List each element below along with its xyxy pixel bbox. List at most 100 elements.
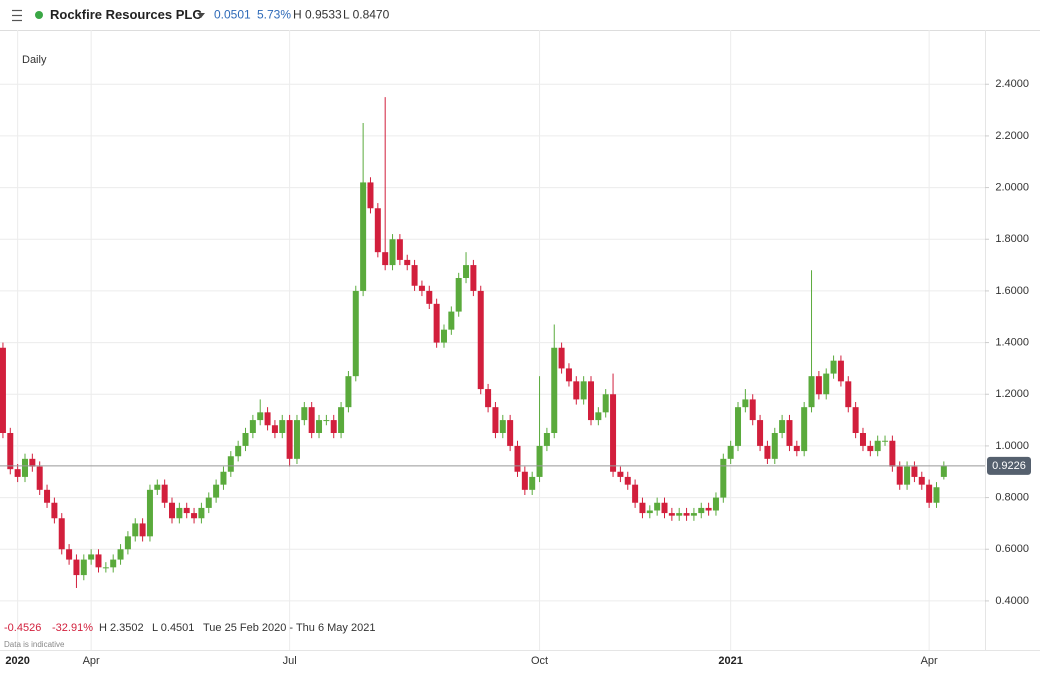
candle-body [764, 445, 771, 459]
dropdown-arrow[interactable] [197, 13, 205, 18]
candle-body [36, 466, 43, 490]
candle-body [610, 394, 617, 472]
candle-body [639, 502, 646, 514]
x-tick-label: 2021 [718, 655, 742, 667]
header-bar [0, 0, 1040, 30]
candle-body [793, 445, 800, 452]
candle-body [690, 513, 697, 516]
candle-body [293, 420, 300, 459]
candle-body [220, 471, 227, 485]
x-tick-label: Apr [83, 655, 100, 667]
x-tick-label: Apr [921, 655, 938, 667]
y-tick-label: 2.4000 [995, 78, 1029, 90]
candle-body [213, 484, 220, 498]
candle-body [551, 347, 558, 433]
candle-body [470, 265, 477, 291]
candle-body [389, 239, 396, 266]
candle-body [169, 502, 176, 519]
candle-body [815, 376, 822, 395]
candle-body [705, 507, 712, 511]
candle-body [918, 476, 925, 485]
candle-body [742, 399, 749, 408]
candle-body [558, 347, 565, 369]
candle-body [418, 285, 425, 291]
candle-body [661, 502, 668, 514]
header-change: 0.0501 [214, 8, 251, 22]
candle-body [316, 420, 323, 433]
candle-body [720, 458, 727, 498]
candle-body [698, 507, 705, 514]
candle-body [66, 549, 73, 560]
candle-body [110, 559, 117, 568]
candle-body [411, 265, 418, 286]
candle-body [396, 239, 403, 260]
candle-body [124, 536, 131, 550]
candle-body [44, 489, 51, 503]
candle-body [183, 507, 190, 514]
candle-body [352, 290, 359, 377]
candle-body [235, 445, 242, 457]
candle-body [595, 412, 602, 421]
candle-body [845, 381, 852, 408]
candle-body [154, 484, 161, 490]
candle-body [933, 487, 940, 503]
candle-body [176, 507, 183, 519]
candle-body [529, 476, 536, 490]
candle-body [786, 420, 793, 446]
candle-body [7, 433, 14, 470]
candle-body [139, 523, 146, 537]
instrument-name[interactable]: Rockfire Resources PLC [50, 7, 202, 22]
candle-body [146, 489, 153, 537]
candle-body [271, 425, 278, 433]
candle-body [565, 368, 572, 382]
candle-body [536, 445, 543, 477]
candle-body [205, 497, 212, 508]
candle-body [904, 466, 911, 485]
candle-body [632, 484, 639, 503]
footer-low: L 0.4501 [152, 622, 194, 634]
candle-body [646, 510, 653, 514]
candle-body [837, 360, 844, 382]
candle-body [88, 554, 95, 560]
header-change-pct: 5.73% [257, 8, 291, 22]
candle-body [21, 458, 28, 477]
candle-body [242, 433, 249, 446]
candle-body [308, 407, 315, 433]
candle-body [132, 523, 139, 537]
y-tick-label: 1.4000 [995, 336, 1029, 348]
candle-body [264, 412, 271, 426]
candle-body [514, 445, 521, 472]
y-tick-label: 1.2000 [995, 388, 1029, 400]
candle-body [249, 420, 256, 433]
candle-body [29, 458, 36, 467]
footer-note: Data is indicative [4, 640, 65, 649]
candle-body [654, 502, 661, 511]
candle-body [191, 513, 198, 519]
candle-body [477, 290, 484, 390]
candle-body [543, 433, 550, 446]
candle-body [323, 420, 330, 422]
candle-body [874, 440, 881, 452]
candle-body [823, 373, 830, 395]
candle-body [279, 420, 286, 433]
candle-body [455, 278, 462, 312]
menu-icon[interactable] [12, 9, 22, 22]
candle-body [227, 456, 234, 472]
candle-body [602, 394, 609, 413]
candle-body [712, 497, 719, 511]
candle-body [573, 381, 580, 400]
header-high: H 0.9533 [293, 8, 342, 22]
candle-body [382, 252, 389, 266]
y-tick-label: 0.8000 [995, 491, 1029, 503]
candle-body [588, 381, 594, 421]
candle-body [426, 290, 433, 304]
candle-body [485, 389, 492, 408]
candle-body [801, 407, 808, 452]
candle-body [749, 399, 756, 421]
candle-body [617, 471, 624, 477]
candle-body [58, 518, 65, 550]
y-tick-label: 1.8000 [995, 233, 1029, 245]
candle-body [374, 208, 381, 253]
candle-body [911, 466, 918, 477]
